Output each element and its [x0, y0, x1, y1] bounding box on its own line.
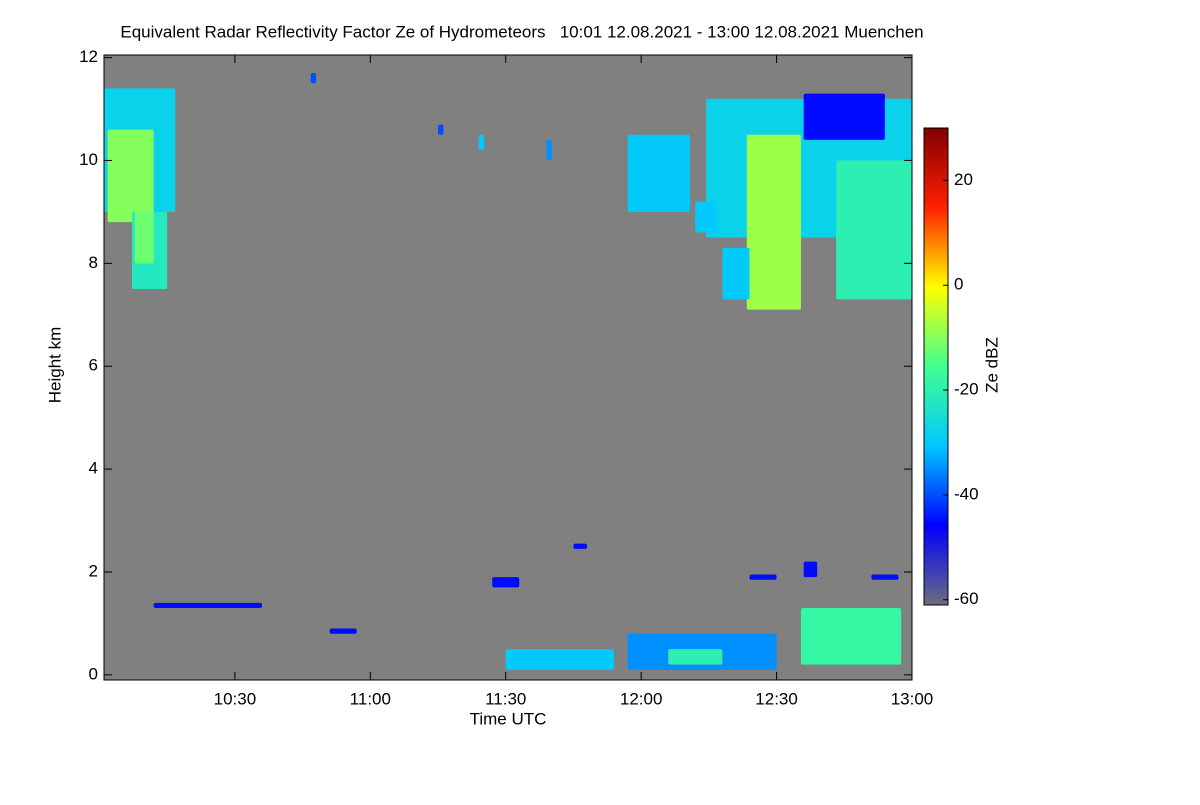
colorbar-tick-label: 0	[954, 275, 963, 294]
echo-cell	[668, 649, 723, 665]
echo-cell	[153, 602, 262, 608]
plot-frame	[103, 54, 913, 681]
echo-cell	[478, 134, 485, 151]
echo-cell	[310, 73, 317, 84]
colorbar-label: Ze dBZ	[982, 337, 1001, 393]
colorbar	[923, 127, 949, 606]
y-tick-label: 4	[89, 459, 98, 478]
x-tick-label: 11:00	[350, 689, 391, 708]
colorbar-tick-label: -40	[954, 484, 979, 503]
x-tick-label: 12:00	[620, 689, 663, 708]
x-tick-label: 13:00	[891, 689, 934, 708]
echo-cell	[746, 134, 801, 310]
x-axis-label: Time UTC	[470, 709, 547, 728]
echo-cell	[695, 201, 717, 233]
y-tick-label: 2	[89, 561, 98, 580]
x-tick-label: 12:30	[755, 689, 798, 708]
echo-cell	[871, 574, 899, 580]
echo-cell	[134, 211, 154, 264]
echo-cell	[803, 93, 885, 140]
echo-cell	[836, 160, 912, 300]
y-tick-label: 0	[89, 664, 98, 683]
echo-cell	[492, 577, 520, 588]
echo-cell	[546, 139, 552, 161]
echo-cell	[800, 607, 902, 665]
y-tick-label: 6	[89, 356, 98, 375]
echo-cell	[722, 247, 750, 300]
echo-cell	[627, 134, 690, 212]
colorbar-tick-label: 20	[954, 170, 973, 189]
chart-title: Equivalent Radar Reflectivity Factor Ze …	[120, 22, 923, 41]
echo-cell	[438, 124, 444, 135]
x-tick-label: 10:30	[214, 689, 257, 708]
y-tick-label: 10	[79, 150, 98, 169]
y-tick-label: 12	[79, 47, 98, 66]
echo-cell	[107, 129, 154, 223]
echo-cell	[573, 543, 587, 549]
y-axis-label: Height km	[45, 327, 64, 404]
x-tick-label: 11:30	[485, 689, 526, 708]
colorbar-tick-label: -20	[954, 380, 979, 399]
echo-cell	[329, 628, 357, 634]
echo-cell	[749, 574, 777, 580]
echo-cell	[803, 561, 818, 578]
y-tick-label: 8	[89, 253, 98, 272]
colorbar-tick-label: -60	[954, 589, 979, 608]
echo-cell	[505, 649, 615, 670]
